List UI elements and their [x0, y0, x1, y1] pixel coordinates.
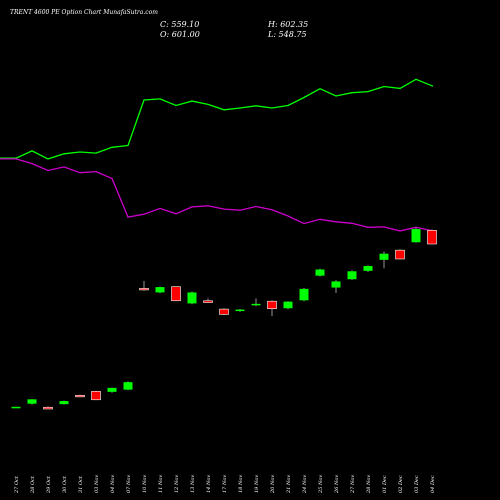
- x-tick-label: 27 Oct: [14, 475, 20, 494]
- green-indicator-line: [0, 78, 434, 160]
- candle-body: [187, 292, 197, 304]
- x-tick-label: 17 Nov: [222, 475, 228, 493]
- candle-body: [235, 309, 245, 312]
- magenta-indicator-line: [0, 158, 434, 232]
- x-tick-label: 01 Dec: [382, 475, 388, 493]
- x-tick-label: 21 Nov: [286, 475, 292, 494]
- x-tick-label: 02 Dec: [398, 475, 404, 493]
- candle-body: [411, 229, 421, 243]
- x-tick-label: 31 Oct: [78, 475, 84, 493]
- candle-body: [331, 281, 341, 288]
- x-tick-label: 07 Nov: [126, 475, 132, 493]
- candle-body: [171, 286, 181, 302]
- x-tick-label: 04 Nov: [110, 475, 116, 493]
- x-tick-label: 18 Nov: [238, 475, 244, 493]
- candle-body: [427, 230, 437, 245]
- candle-body: [363, 266, 373, 271]
- x-tick-label: 13 Nov: [190, 475, 196, 493]
- candle-body: [91, 391, 101, 401]
- x-tick-label: 14 Nov: [206, 475, 212, 493]
- candle-body: [11, 406, 21, 409]
- candle-body: [75, 395, 85, 398]
- candle-body: [59, 401, 69, 405]
- candle-body: [395, 249, 405, 260]
- candle-body: [203, 300, 213, 303]
- x-tick-label: 03 Dec: [414, 475, 420, 493]
- candle-body: [27, 399, 37, 404]
- chart-title: TRENT 4600 PE Option Chart MunafaSutra.c…: [10, 9, 158, 16]
- candle-body: [155, 287, 165, 293]
- x-tick-label: 30 Oct: [62, 475, 68, 493]
- x-tick-label: 24 Nov: [302, 475, 308, 494]
- candle-body: [283, 301, 293, 309]
- high-value: H: 602.35: [268, 20, 309, 29]
- candle-body: [379, 253, 389, 260]
- x-tick-label: 11 Nov: [158, 475, 164, 493]
- x-tick-label: 28 Oct: [30, 475, 36, 494]
- candle-body: [267, 300, 277, 309]
- candle-body: [219, 308, 229, 315]
- x-tick-label: 26 Nov: [334, 475, 340, 494]
- x-tick-label: 27 Nov: [350, 475, 356, 494]
- x-tick-label: 25 Nov: [318, 475, 324, 494]
- x-tick-label: 19 Nov: [254, 475, 260, 493]
- close-value: C: 559.10: [160, 20, 200, 29]
- open-value: O: 601.00: [160, 30, 200, 39]
- candle-body: [139, 288, 149, 291]
- candle-body: [107, 387, 117, 392]
- x-tick-label: 20 Nov: [270, 475, 276, 494]
- candle-body: [123, 382, 133, 390]
- candle-body: [315, 269, 325, 276]
- candle-body: [43, 406, 53, 410]
- x-tick-label: 12 Nov: [174, 475, 180, 493]
- low-value: L: 548.75: [268, 30, 307, 39]
- candle-body: [347, 271, 357, 280]
- candle-body: [299, 288, 309, 301]
- x-tick-label: 28 Nov: [366, 475, 372, 494]
- x-tick-label: 29 Oct: [46, 475, 52, 494]
- x-tick-label: 03 Nov: [94, 475, 100, 493]
- x-tick-label: 10 Nov: [142, 475, 148, 493]
- candle-body: [251, 303, 261, 306]
- x-tick-label: 04 Dec: [430, 475, 436, 493]
